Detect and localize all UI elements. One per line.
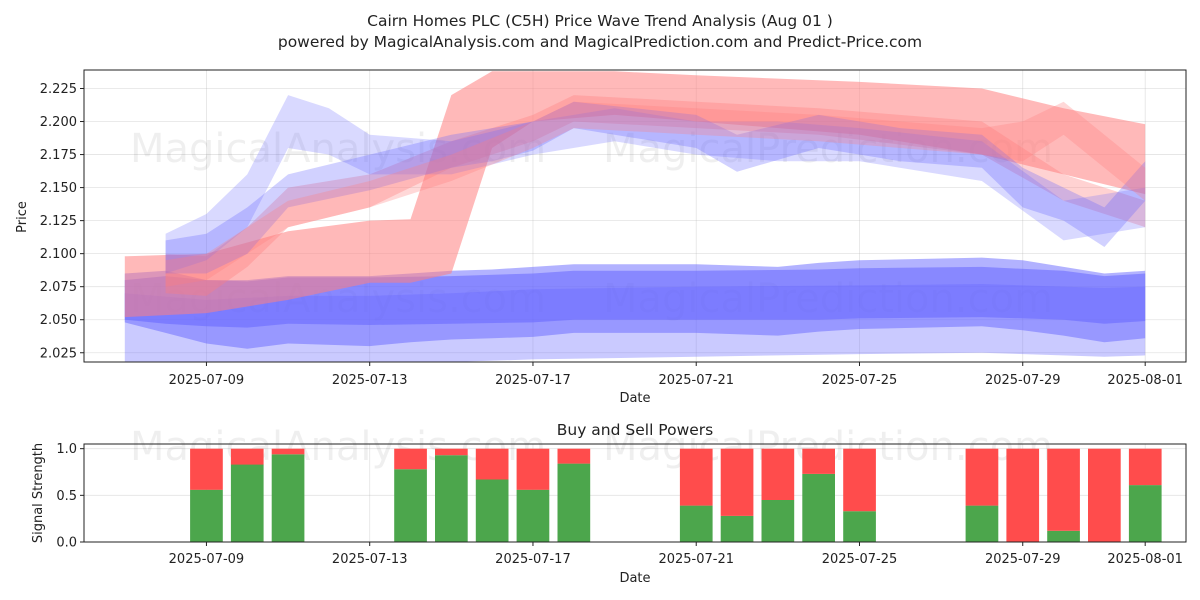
bars-y-tick-label: 0.0 bbox=[56, 536, 77, 551]
bars-x-tick-label: 2025-07-25 bbox=[822, 552, 898, 567]
price-wave-band-blue bbox=[165, 95, 1146, 274]
bars-ticks: 2025-07-09 2025-07-13 2025-07-17 2025-07-21… bbox=[56, 442, 1183, 567]
sell-bar bbox=[1047, 448, 1080, 531]
price-wave-band-blue bbox=[124, 284, 1146, 362]
buy-sell-panel: Buy and Sell Powers MagicalAnalysis.com … bbox=[31, 421, 1187, 586]
bars-y-axis-label: Signal Strength bbox=[31, 443, 46, 543]
price-x-tick-label: 2025-07-25 bbox=[822, 373, 898, 388]
buy-bar bbox=[1128, 485, 1162, 542]
bars-x-tick-label: 2025-07-17 bbox=[495, 552, 571, 567]
buy-bar bbox=[516, 489, 550, 542]
buy-bar bbox=[761, 500, 795, 542]
sell-bar bbox=[802, 448, 835, 474]
sell-bar bbox=[1088, 448, 1121, 542]
price-y-tick-label: 2.175 bbox=[40, 148, 77, 163]
price-y-tick-label: 2.100 bbox=[40, 247, 77, 262]
price-x-tick-label: 2025-07-17 bbox=[495, 373, 571, 388]
price-wave-band-red bbox=[124, 71, 1146, 318]
bars-x-tick-label: 2025-07-29 bbox=[985, 552, 1061, 567]
sell-bar bbox=[394, 448, 427, 470]
buy-bar bbox=[802, 473, 835, 542]
bars-axes-frame bbox=[83, 443, 1187, 543]
sell-bar bbox=[516, 448, 550, 490]
price-bands bbox=[124, 71, 1146, 362]
buy-bar bbox=[271, 454, 305, 542]
price-x-tick-label: 2025-07-13 bbox=[332, 373, 408, 388]
price-x-tick-label: 2025-08-01 bbox=[1107, 373, 1183, 388]
price-axes-frame bbox=[83, 69, 1187, 363]
buy-bar bbox=[394, 469, 427, 542]
price-wave-band-blue bbox=[165, 101, 1146, 274]
price-ticks: 2025-07-09 2025-07-13 2025-07-17 2025-07-21… bbox=[40, 82, 1183, 388]
buy-sell-title: Buy and Sell Powers bbox=[557, 421, 714, 439]
chart-subtitle: powered by MagicalAnalysis.com and Magic… bbox=[278, 33, 922, 51]
sell-bar bbox=[190, 448, 223, 490]
sell-bar bbox=[1128, 448, 1162, 486]
price-y-tick-label: 2.050 bbox=[40, 313, 77, 328]
price-y-tick-label: 2.225 bbox=[40, 82, 77, 97]
price-y-axis-label: Price bbox=[15, 201, 30, 233]
sell-bar bbox=[475, 448, 509, 480]
buy-bar bbox=[720, 515, 754, 542]
chart-title: Cairn Homes PLC (C5H) Price Wave Trend A… bbox=[367, 12, 833, 30]
sell-bar bbox=[1006, 448, 1040, 542]
sell-bar bbox=[843, 448, 876, 512]
price-y-tick-label: 2.075 bbox=[40, 280, 77, 295]
sell-bar bbox=[679, 448, 713, 506]
sell-bar bbox=[435, 448, 468, 456]
bars-y-tick-label: 0.5 bbox=[56, 489, 77, 504]
bars-y-tick-label: 1.0 bbox=[56, 442, 77, 457]
bars-x-tick-label: 2025-07-13 bbox=[332, 552, 408, 567]
buy-bar bbox=[557, 463, 591, 542]
sell-bar bbox=[761, 448, 795, 500]
buy-bar bbox=[965, 505, 999, 542]
sell-bar bbox=[720, 448, 754, 516]
buy-sell-bars bbox=[190, 448, 1162, 542]
buy-bar bbox=[435, 455, 468, 542]
sell-bar bbox=[965, 448, 999, 506]
price-wave-band-red bbox=[165, 95, 1146, 296]
buy-bar bbox=[230, 464, 264, 542]
price-x-axis-label: Date bbox=[619, 391, 650, 406]
price-x-tick-label: 2025-07-29 bbox=[985, 373, 1061, 388]
sell-bar bbox=[230, 448, 264, 465]
bars-x-tick-label: 2025-07-09 bbox=[169, 552, 245, 567]
buy-bar bbox=[190, 489, 223, 542]
price-x-tick-label: 2025-07-09 bbox=[169, 373, 245, 388]
bars-x-axis-label: Date bbox=[619, 571, 650, 586]
price-y-tick-label: 2.125 bbox=[40, 214, 77, 229]
buy-bar bbox=[1047, 530, 1080, 542]
price-wave-band-red bbox=[165, 101, 1146, 287]
bars-x-tick-label: 2025-07-21 bbox=[658, 552, 734, 567]
buy-bar bbox=[475, 479, 509, 542]
bars-x-tick-label: 2025-08-01 bbox=[1107, 552, 1183, 567]
price-y-tick-label: 2.150 bbox=[40, 181, 77, 196]
buy-bar bbox=[679, 505, 713, 542]
buy-bar bbox=[843, 511, 876, 542]
price-y-tick-label: 2.200 bbox=[40, 115, 77, 130]
sell-bar bbox=[271, 448, 305, 455]
sell-bar bbox=[557, 448, 591, 464]
price-y-tick-label: 2.025 bbox=[40, 346, 77, 361]
price-panel: MagicalAnalysis.com MagicalPrediction.co… bbox=[15, 69, 1187, 406]
price-x-tick-label: 2025-07-21 bbox=[658, 373, 734, 388]
